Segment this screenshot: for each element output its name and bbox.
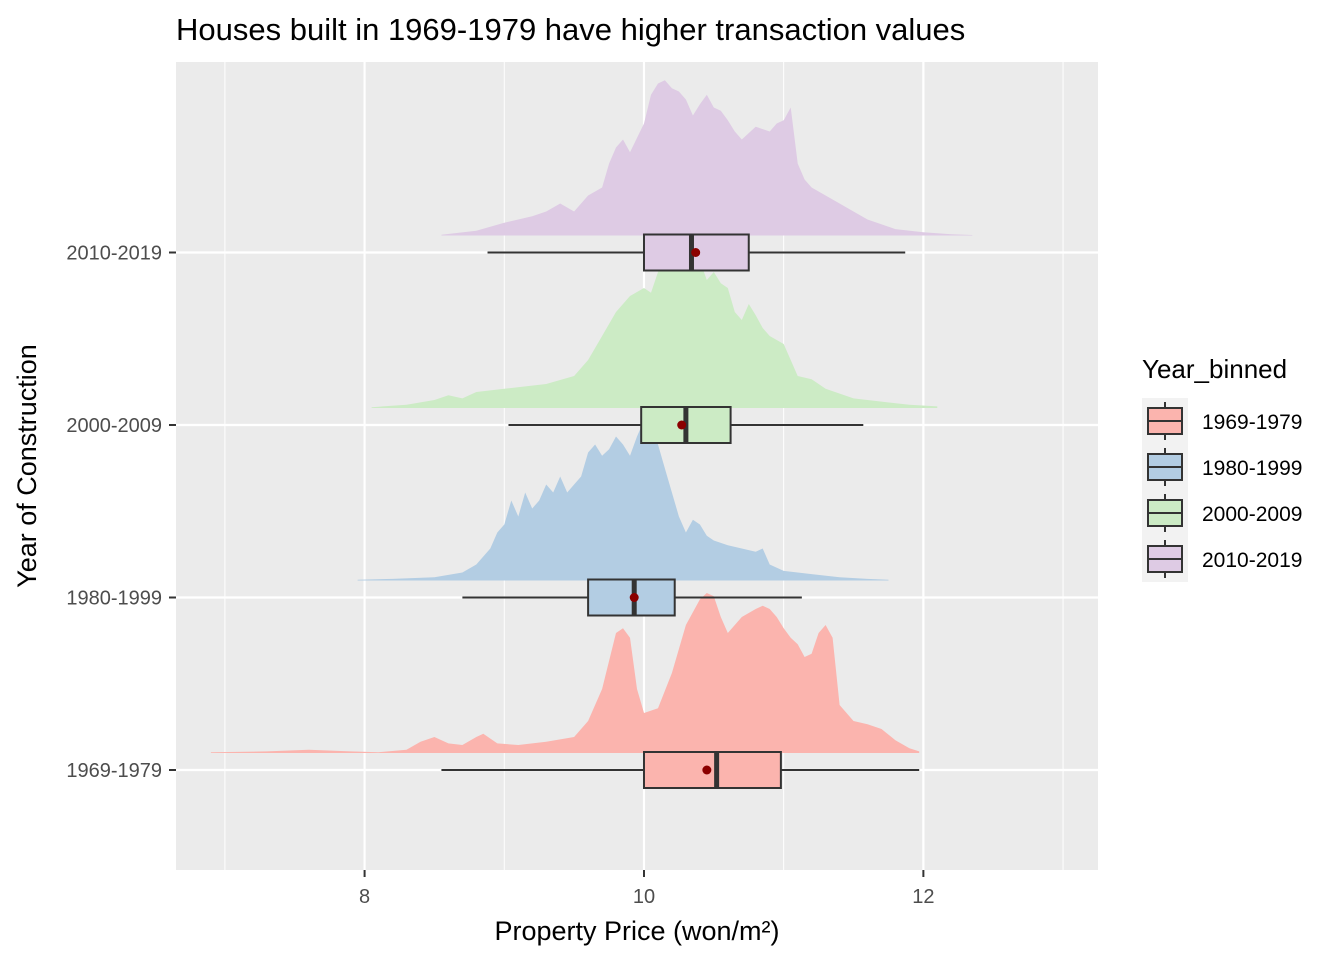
legend-label: 2010-2019: [1202, 549, 1302, 572]
y-tick-label: 2000-2009: [66, 415, 162, 437]
x-tick-label: 8: [359, 886, 370, 908]
legend-item-1980-1999: 1980-1999: [1142, 444, 1302, 490]
boxplots: [441, 233, 920, 789]
y-tick-label: 1969-1979: [66, 760, 162, 782]
y-axis-title: Year of Construction: [12, 344, 42, 588]
boxplot-1969-1979: [441, 751, 920, 789]
density-2000-2009: [371, 248, 938, 408]
x-tick-label: 10: [633, 886, 655, 908]
box: [642, 751, 782, 789]
density-2010-2019: [441, 80, 973, 236]
axes: 8 10 12 1969-1979 1980-1999 2000-2009 2010-201…: [66, 243, 934, 909]
boxplot-1980-1999: [462, 578, 802, 617]
x-tick-label: 12: [912, 886, 934, 908]
legend: Year_binned 1969-1979 1980-1999 2000-2009 2…: [1142, 354, 1302, 582]
y-tick-label: 2010-2019: [66, 243, 162, 265]
density-1969-1979: [210, 593, 920, 753]
y-tick-label: 1980-1999: [66, 588, 162, 610]
boxplot-2010-2019: [487, 233, 906, 272]
legend-item-2010-2019: 2010-2019: [1142, 536, 1302, 582]
legend-label: 1969-1979: [1202, 411, 1302, 434]
legend-label: 1980-1999: [1202, 457, 1302, 480]
density-clouds: [210, 80, 973, 753]
mean-point: [677, 420, 687, 430]
mean-point: [691, 248, 701, 257]
density-1980-1999: [357, 420, 889, 581]
boxplot-2000-2009: [508, 406, 864, 444]
legend-item-2000-2009: 2000-2009: [1142, 490, 1302, 536]
mean-point: [702, 765, 712, 775]
x-axis-title: Property Price (won/m²): [494, 916, 779, 946]
legend-title: Year_binned: [1142, 354, 1287, 384]
mean-point: [629, 593, 639, 602]
legend-label: 2000-2009: [1202, 503, 1302, 526]
legend-item-1969-1979: 1969-1979: [1142, 398, 1302, 444]
chart-title: Houses built in 1969-1979 have higher tr…: [176, 12, 965, 47]
